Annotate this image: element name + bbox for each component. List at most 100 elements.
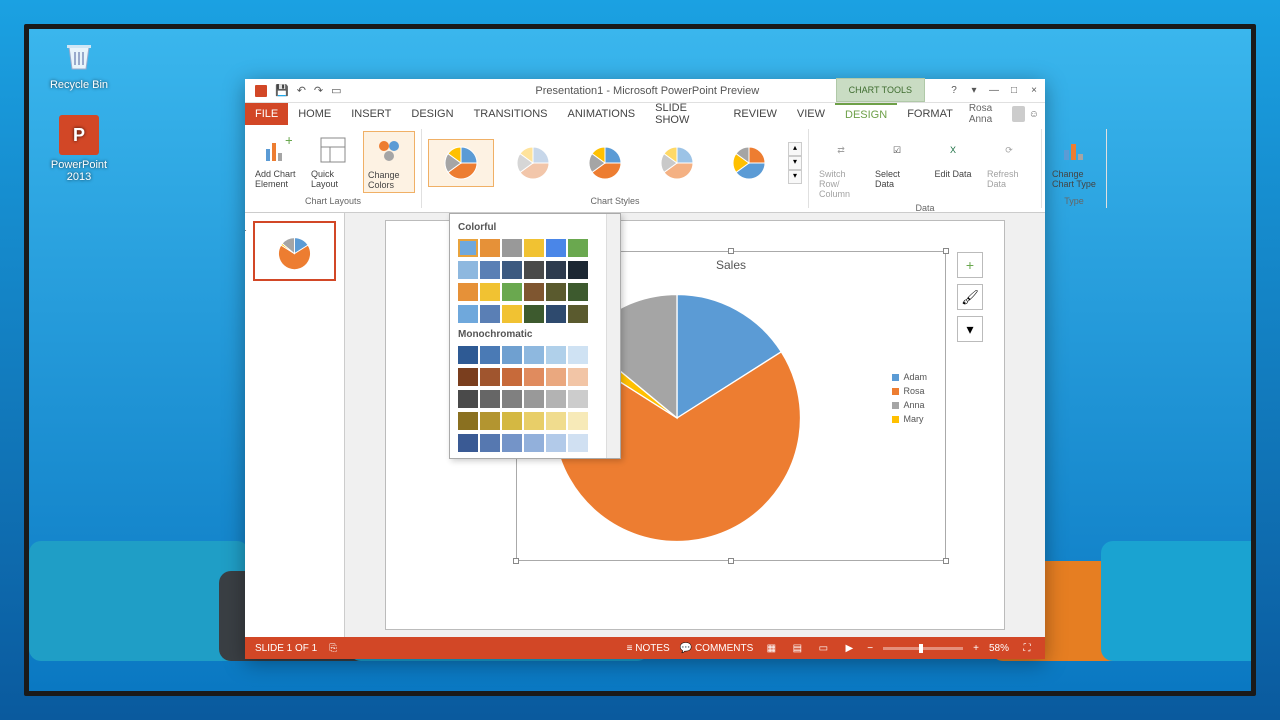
- color-swatch[interactable]: [458, 261, 478, 279]
- color-swatch[interactable]: [524, 434, 544, 452]
- gallery-more-button[interactable]: ▾: [788, 170, 802, 184]
- gallery-up-button[interactable]: ▴: [788, 142, 802, 156]
- color-swatch[interactable]: [458, 368, 478, 386]
- chart-style-2[interactable]: [500, 139, 566, 187]
- color-swatch[interactable]: [480, 239, 500, 257]
- gallery-down-button[interactable]: ▾: [788, 156, 802, 170]
- slideshow-view-button[interactable]: ▶: [841, 640, 857, 656]
- add-chart-element-button[interactable]: + Add Chart Element: [251, 131, 303, 191]
- recycle-bin-icon[interactable]: Recycle Bin: [49, 35, 109, 91]
- quick-layout-button[interactable]: Quick Layout: [307, 131, 359, 191]
- slide-thumbnail[interactable]: 1: [253, 221, 336, 281]
- color-swatch[interactable]: [568, 239, 588, 257]
- change-colors-button[interactable]: Change Colors: [363, 131, 415, 193]
- color-swatch[interactable]: [480, 368, 500, 386]
- color-swatch[interactable]: [568, 390, 588, 408]
- tab-design[interactable]: DESIGN: [401, 103, 463, 125]
- color-swatch[interactable]: [546, 346, 566, 364]
- edit-data-button[interactable]: XEdit Data: [927, 131, 979, 181]
- color-swatch[interactable]: [546, 434, 566, 452]
- select-data-button[interactable]: ☑Select Data: [871, 131, 923, 191]
- color-swatch[interactable]: [568, 283, 588, 301]
- chart-style-1[interactable]: [428, 139, 494, 187]
- redo-icon[interactable]: ↷: [314, 84, 323, 97]
- color-swatch[interactable]: [546, 261, 566, 279]
- zoom-slider[interactable]: [883, 647, 963, 650]
- color-swatch[interactable]: [546, 283, 566, 301]
- color-swatch[interactable]: [524, 283, 544, 301]
- user-account[interactable]: Rosa Anna☺: [963, 103, 1045, 125]
- help-icon[interactable]: ?: [947, 84, 961, 98]
- minimize-button[interactable]: —: [987, 84, 1001, 98]
- refresh-data-button[interactable]: ⟳Refresh Data: [983, 131, 1035, 191]
- color-swatch[interactable]: [502, 346, 522, 364]
- color-swatch[interactable]: [568, 368, 588, 386]
- color-swatch[interactable]: [480, 412, 500, 430]
- powerpoint-shortcut-icon[interactable]: P PowerPoint 2013: [49, 115, 109, 183]
- ribbon-options-icon[interactable]: ▾: [967, 84, 981, 98]
- color-swatch[interactable]: [502, 412, 522, 430]
- color-swatch[interactable]: [524, 261, 544, 279]
- color-swatch[interactable]: [524, 390, 544, 408]
- color-swatch[interactable]: [524, 305, 544, 323]
- color-swatch[interactable]: [458, 390, 478, 408]
- color-swatch[interactable]: [502, 261, 522, 279]
- zoom-out-button[interactable]: −: [867, 643, 873, 654]
- tab-home[interactable]: HOME: [288, 103, 341, 125]
- color-swatch[interactable]: [458, 283, 478, 301]
- chart-elements-button[interactable]: +: [957, 252, 983, 278]
- chart-style-5[interactable]: [716, 139, 782, 187]
- change-chart-type-button[interactable]: Change Chart Type: [1048, 131, 1100, 191]
- dropdown-scrollbar[interactable]: [606, 214, 620, 458]
- color-swatch[interactable]: [458, 305, 478, 323]
- tab-transitions[interactable]: TRANSITIONS: [464, 103, 558, 125]
- chart-style-4[interactable]: [644, 139, 710, 187]
- notes-button[interactable]: ≡ NOTES: [627, 643, 670, 654]
- sorter-view-button[interactable]: ▤: [789, 640, 805, 656]
- color-swatch[interactable]: [502, 390, 522, 408]
- color-swatch[interactable]: [546, 412, 566, 430]
- tab-format[interactable]: FORMAT: [897, 103, 963, 125]
- color-swatch[interactable]: [546, 239, 566, 257]
- start-slideshow-icon[interactable]: ▭: [331, 84, 341, 97]
- color-swatch[interactable]: [568, 434, 588, 452]
- maximize-button[interactable]: □: [1007, 84, 1021, 98]
- color-swatch[interactable]: [546, 368, 566, 386]
- color-swatch[interactable]: [480, 434, 500, 452]
- color-swatch[interactable]: [568, 412, 588, 430]
- tab-file[interactable]: FILE: [245, 103, 288, 125]
- chart-filter-button[interactable]: ▾: [957, 316, 983, 342]
- color-swatch[interactable]: [546, 305, 566, 323]
- tab-design[interactable]: DESIGN: [835, 103, 897, 125]
- color-swatch[interactable]: [458, 239, 478, 257]
- color-swatch[interactable]: [502, 239, 522, 257]
- color-swatch[interactable]: [458, 434, 478, 452]
- spell-check-icon[interactable]: ⎘: [329, 643, 337, 654]
- color-swatch[interactable]: [524, 412, 544, 430]
- color-swatch[interactable]: [502, 283, 522, 301]
- chart-styles-button[interactable]: 🖌: [957, 284, 983, 310]
- tab-slide show[interactable]: SLIDE SHOW: [645, 103, 723, 125]
- tab-animations[interactable]: ANIMATIONS: [558, 103, 646, 125]
- save-icon[interactable]: 💾: [275, 84, 289, 97]
- tab-insert[interactable]: INSERT: [341, 103, 401, 125]
- color-swatch[interactable]: [524, 346, 544, 364]
- tab-view[interactable]: VIEW: [787, 103, 835, 125]
- color-swatch[interactable]: [480, 390, 500, 408]
- color-swatch[interactable]: [458, 346, 478, 364]
- undo-icon[interactable]: ↶: [297, 84, 306, 97]
- zoom-in-button[interactable]: +: [973, 643, 979, 654]
- color-swatch[interactable]: [502, 305, 522, 323]
- switch-row-col-button[interactable]: ⇄Switch Row/ Column: [815, 131, 867, 201]
- color-swatch[interactable]: [568, 346, 588, 364]
- color-swatch[interactable]: [524, 368, 544, 386]
- chart-style-3[interactable]: [572, 139, 638, 187]
- tab-review[interactable]: REVIEW: [723, 103, 786, 125]
- color-swatch[interactable]: [480, 305, 500, 323]
- comments-button[interactable]: 💬 COMMENTS: [680, 643, 754, 654]
- color-swatch[interactable]: [480, 261, 500, 279]
- color-swatch[interactable]: [568, 261, 588, 279]
- color-swatch[interactable]: [480, 283, 500, 301]
- color-swatch[interactable]: [458, 412, 478, 430]
- reading-view-button[interactable]: ▭: [815, 640, 831, 656]
